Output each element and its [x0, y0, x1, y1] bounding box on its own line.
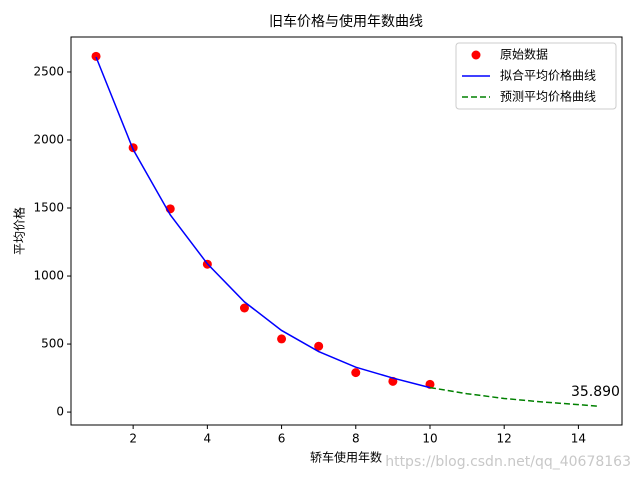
- data-point: [277, 334, 287, 344]
- x-tick-label: 8: [352, 432, 360, 446]
- legend-label: 原始数据: [500, 47, 548, 62]
- y-tick-label: 1500: [33, 201, 64, 215]
- y-tick-label: 500: [41, 337, 64, 351]
- x-tick-label: 2: [129, 432, 137, 446]
- y-tick-label: 1000: [33, 269, 64, 283]
- x-axis-label: 轿车使用年数: [310, 450, 382, 465]
- legend-frame: [455, 42, 617, 110]
- y-tick-label: 2500: [33, 64, 64, 78]
- legend-marker: [471, 50, 481, 60]
- data-point: [314, 341, 324, 351]
- series-line: [429, 386, 598, 407]
- x-tick-label: 6: [278, 432, 286, 446]
- annotation: 35.890: [571, 384, 620, 400]
- y-tick-label: 0: [56, 405, 64, 419]
- series-line: [95, 56, 431, 389]
- legend-label: 拟合平均价格曲线: [500, 68, 596, 83]
- x-tick-label: 14: [571, 432, 586, 446]
- watermark: https://blog.csdn.net/qq_40678163: [385, 454, 631, 470]
- y-tick-label: 2000: [33, 132, 64, 146]
- x-tick-label: 10: [422, 432, 437, 446]
- data-point: [91, 51, 101, 61]
- data-point: [239, 303, 249, 313]
- data-point: [351, 368, 361, 378]
- y-axis-label: 平均价格: [12, 207, 27, 255]
- chart-title: 旧车价格与使用年数曲线: [269, 13, 423, 30]
- legend-label: 预测平均价格曲线: [500, 89, 596, 104]
- plot-frame: [70, 36, 623, 426]
- x-tick-label: 4: [204, 432, 212, 446]
- x-tick-label: 12: [497, 432, 512, 446]
